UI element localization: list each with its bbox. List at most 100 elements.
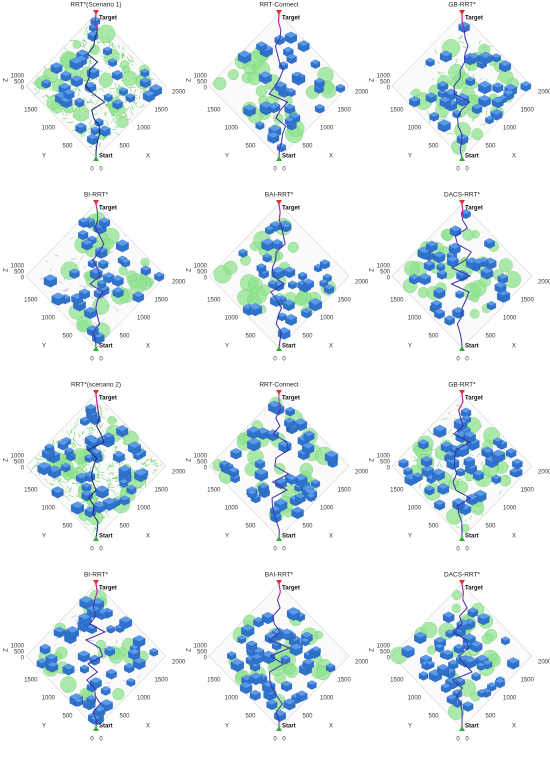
tree-edge bbox=[103, 318, 105, 321]
z-axis-label: Z bbox=[187, 648, 193, 652]
origin-label: 0 bbox=[465, 547, 469, 553]
tree-edge bbox=[469, 453, 474, 456]
cube-top bbox=[434, 636, 446, 643]
sphere-obstacle bbox=[498, 258, 513, 273]
z-tick-label: 1000 bbox=[11, 264, 25, 270]
sphere-obstacle bbox=[126, 270, 138, 282]
cube-top bbox=[441, 683, 451, 689]
sphere-obstacle bbox=[145, 277, 155, 287]
tree-edge bbox=[121, 54, 124, 60]
origin-label: 0 bbox=[90, 547, 94, 553]
tree-edge bbox=[150, 460, 156, 463]
cube-top bbox=[418, 439, 429, 445]
tree-edge bbox=[112, 462, 114, 468]
tree-edge bbox=[53, 480, 56, 482]
tree-edge bbox=[114, 494, 116, 497]
tree-edge bbox=[111, 129, 117, 131]
z-tick-label: 500 bbox=[14, 270, 25, 276]
tree-edge bbox=[49, 483, 55, 485]
tree-edge bbox=[115, 445, 117, 449]
tree-edge bbox=[73, 645, 76, 647]
cube-top bbox=[278, 440, 292, 447]
x-axis-label: X bbox=[329, 344, 333, 350]
path-end bbox=[461, 13, 465, 31]
target-marker bbox=[276, 10, 282, 15]
cube-top bbox=[284, 31, 297, 38]
tree-edge bbox=[51, 90, 54, 92]
cube-top bbox=[90, 677, 102, 684]
origin-label: 0 bbox=[456, 547, 460, 553]
sphere-obstacle bbox=[499, 474, 512, 487]
y-tick-label: 500 bbox=[245, 714, 256, 720]
tree-edge bbox=[93, 529, 95, 533]
z-tick-label: 0 bbox=[21, 656, 25, 662]
cube-top bbox=[47, 661, 58, 667]
x-tick-label: 2000 bbox=[355, 470, 369, 476]
path-end bbox=[277, 583, 281, 601]
x-axis-label: X bbox=[329, 724, 333, 730]
cube-top bbox=[289, 112, 300, 119]
z-tick-label: 500 bbox=[380, 270, 391, 276]
z-axis-label: Z bbox=[370, 78, 376, 82]
panel: RRT*(Scenario 1)TargetStartZ050010005001… bbox=[4, 2, 186, 173]
tree-edge bbox=[71, 446, 76, 449]
x-axis-label: X bbox=[329, 154, 333, 160]
y-tick-label: 1500 bbox=[390, 108, 404, 114]
cube-top bbox=[279, 61, 288, 66]
tree-edge bbox=[111, 477, 119, 479]
tree-edge bbox=[104, 114, 107, 118]
tree-edge bbox=[437, 460, 441, 467]
tree-edge bbox=[46, 95, 49, 99]
cube-top bbox=[466, 257, 479, 264]
sphere-obstacle bbox=[471, 128, 484, 141]
tree-edge bbox=[88, 60, 91, 67]
tree-edge bbox=[114, 46, 117, 50]
cube-top bbox=[39, 644, 51, 650]
panel: RRT-ConnectTargetStartZ05001000500100015… bbox=[187, 2, 369, 173]
start-marker bbox=[276, 156, 282, 161]
tree-edge bbox=[115, 125, 117, 129]
sphere-obstacle bbox=[73, 105, 90, 122]
x-tick-label: 500 bbox=[303, 524, 314, 530]
sphere-obstacle bbox=[273, 113, 284, 124]
cube-top bbox=[491, 474, 501, 480]
z-tick-label: 1000 bbox=[377, 454, 391, 460]
tree-edge bbox=[72, 439, 77, 442]
cube-top bbox=[246, 655, 257, 661]
tree-edge bbox=[133, 86, 136, 88]
x-tick-label: 500 bbox=[486, 334, 497, 340]
cube-top bbox=[119, 479, 129, 484]
tree-edge bbox=[113, 451, 119, 453]
cube-top bbox=[84, 307, 97, 314]
cube-top bbox=[285, 407, 295, 412]
tree-edge bbox=[88, 427, 91, 429]
cube-top bbox=[241, 674, 253, 681]
cube-top bbox=[482, 659, 492, 665]
tree-edge bbox=[480, 461, 483, 467]
cube-top bbox=[325, 450, 338, 458]
cube-top bbox=[78, 612, 92, 620]
tree-edge bbox=[118, 95, 121, 97]
tree-edge bbox=[95, 496, 99, 504]
y-tick-label: 1000 bbox=[42, 696, 56, 702]
tree-edge bbox=[458, 36, 463, 40]
tree-edge bbox=[457, 35, 463, 39]
cube-top bbox=[119, 87, 128, 92]
cube-top bbox=[421, 465, 434, 472]
y-axis-label: Y bbox=[408, 344, 412, 350]
y-tick-label: 1500 bbox=[390, 488, 404, 494]
path-end bbox=[95, 393, 99, 411]
cube-top bbox=[336, 84, 345, 89]
cube-top bbox=[74, 697, 83, 703]
tree-edge bbox=[41, 94, 48, 98]
tree-edge bbox=[456, 526, 460, 529]
cube-top bbox=[463, 656, 477, 663]
cube-top bbox=[86, 695, 96, 700]
sphere-obstacle bbox=[460, 523, 470, 533]
start-label: Start bbox=[99, 534, 113, 540]
tree-edge bbox=[108, 90, 113, 95]
tree-edge bbox=[107, 488, 114, 492]
panel-title: BI-RRT* bbox=[84, 572, 109, 579]
cube-top bbox=[45, 443, 54, 449]
tree-edge bbox=[143, 459, 148, 465]
